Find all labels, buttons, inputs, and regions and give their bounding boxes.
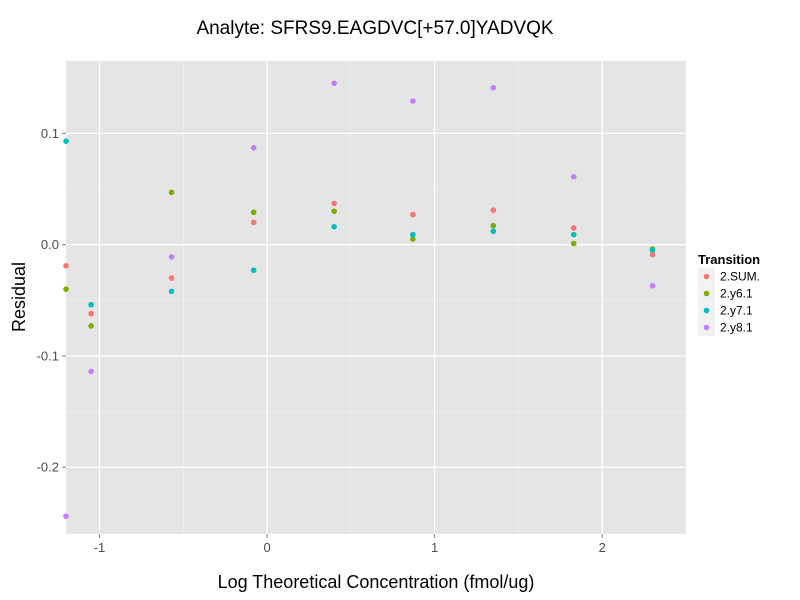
data-point-2-y7-1 xyxy=(168,288,175,295)
legend-label: 2.SUM. xyxy=(720,270,760,284)
data-point-2-sum xyxy=(649,251,656,258)
chart-title: Analyte: SFRS9.EAGDVC[+57.0]YADVQK xyxy=(196,18,553,39)
data-point-2-y8-1 xyxy=(410,98,416,104)
x-axis-ticks: -1 0 1 2 xyxy=(94,534,606,555)
legend-swatch xyxy=(703,324,710,331)
data-point-2-sum xyxy=(63,262,69,269)
y-tick-label: -0.2 xyxy=(37,460,59,475)
legend-swatch xyxy=(703,273,710,280)
data-point-2-sum xyxy=(88,310,94,317)
y-axis-title: Residual xyxy=(9,262,29,332)
plot-panel xyxy=(66,61,686,534)
data-point-2-y6-1 xyxy=(63,286,69,292)
data-point-2-sum xyxy=(490,207,497,213)
data-point-2-y7-1 xyxy=(649,247,656,253)
legend-swatch xyxy=(703,290,710,297)
data-point-2-y8-1 xyxy=(570,173,577,180)
data-point-2-y6-1 xyxy=(250,209,257,216)
data-point-2-sum xyxy=(331,200,337,207)
x-axis-title: Log Theoretical Concentration (fmol/ug) xyxy=(218,572,535,592)
x-tick-label: 0 xyxy=(263,540,270,555)
legend: Transition 2.SUM. 2.y6.1 2.y7.1 2.y8.1 xyxy=(698,252,760,336)
data-point-2-y7-1 xyxy=(570,231,577,238)
data-point-2-y7-1 xyxy=(250,267,257,274)
x-tick-label: 2 xyxy=(599,540,606,555)
y-tick-label: -0.1 xyxy=(37,348,59,363)
grid-lines xyxy=(66,61,686,534)
data-point-2-y6-1 xyxy=(410,236,416,242)
legend-label: 2.y6.1 xyxy=(720,287,753,301)
legend-label: 2.y7.1 xyxy=(720,304,753,318)
data-point-2-y8-1 xyxy=(649,283,656,289)
data-point-2-y7-1 xyxy=(410,231,416,238)
data-point-2-y8-1 xyxy=(250,145,257,151)
data-point-2-y7-1 xyxy=(331,224,337,230)
y-axis-ticks: 0.1 0.0 -0.1 -0.2 xyxy=(37,126,66,475)
data-point-2-y6-1 xyxy=(168,189,175,196)
data-point-2-y6-1 xyxy=(88,323,94,329)
data-point-2-y8-1 xyxy=(63,513,69,519)
data-point-2-y8-1 xyxy=(168,254,175,260)
data-point-2-sum xyxy=(168,275,175,281)
legend-swatch xyxy=(703,307,710,314)
data-point-2-y8-1 xyxy=(490,84,497,91)
data-point-2-y7-1 xyxy=(88,301,94,308)
data-point-2-sum xyxy=(410,211,416,218)
data-point-2-y8-1 xyxy=(88,368,94,375)
x-tick-label: -1 xyxy=(94,540,106,555)
data-point-2-y6-1 xyxy=(490,222,497,229)
x-tick-label: 1 xyxy=(431,540,438,555)
data-point-2-sum xyxy=(250,219,257,226)
data-point-2-sum xyxy=(570,225,577,231)
legend-label: 2.y8.1 xyxy=(720,321,753,335)
data-point-2-y7-1 xyxy=(63,138,69,144)
data-point-2-y7-1 xyxy=(490,228,497,235)
data-point-2-y6-1 xyxy=(570,240,577,247)
y-tick-label: 0.0 xyxy=(41,237,59,252)
legend-title: Transition xyxy=(698,252,760,267)
data-point-2-y8-1 xyxy=(331,80,337,87)
data-point-2-y6-1 xyxy=(331,208,337,215)
data-points xyxy=(63,80,656,519)
y-tick-label: 0.1 xyxy=(41,126,59,141)
